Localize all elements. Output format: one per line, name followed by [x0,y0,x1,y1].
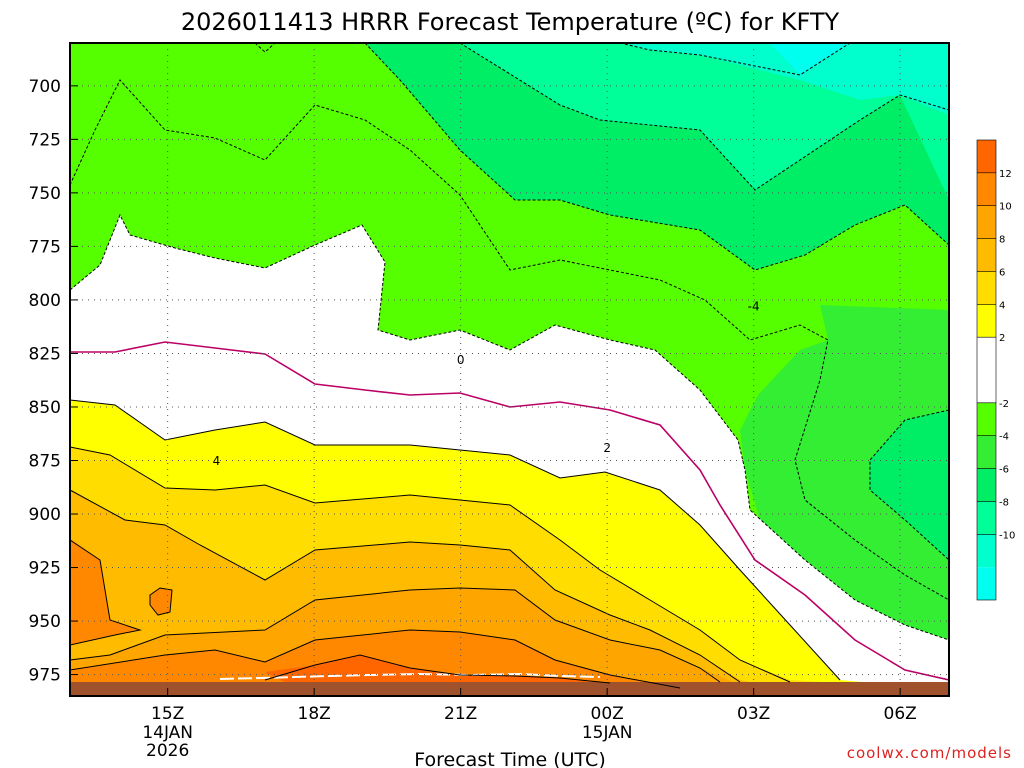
contour-minus10 [619,43,851,76]
colorbar-band [977,140,996,173]
contour-label: 4 [213,454,221,468]
contour-minus2 [70,213,949,641]
colorbar-band [977,501,996,535]
y-tick-label: 925 [29,559,61,579]
contour-plus2 [70,399,841,681]
colorbar-band [977,337,996,403]
band-minus6-minus8 [365,43,949,560]
colorbar-band [977,567,996,600]
contour-minus8 [459,43,949,191]
colorbar-tick-label: -6 [999,465,1009,476]
colorbar-tick-label: -8 [999,497,1009,508]
colorbar-tick-label: 2 [999,333,1005,344]
surface-highlight [219,672,601,680]
grid-lines [70,43,949,696]
x-tick-label: 00Z [591,704,624,724]
band-minus10-minus12 [620,43,949,115]
contour-plus4 [70,446,791,683]
band-plus10-plus12 [70,540,949,696]
contour-label: 2 [603,441,611,455]
colorbar-band [977,435,996,469]
contour-minus6 [364,43,949,271]
colorbar-band [977,205,996,239]
credit-text: coolwx.com/models [847,744,1012,762]
colorbar-tick-label: 4 [999,300,1005,311]
y-tick-label: 875 [29,451,61,471]
colorbar-band [977,468,996,502]
contour-plus10-ring [149,587,173,616]
temperature-field [70,43,949,696]
colorbar-tick-label: 8 [999,235,1005,246]
y-tick-label: 975 [29,666,61,686]
x-tick-label: 06Z [884,704,917,724]
y-tick-label: 950 [29,612,61,632]
x-tick-date: 15JAN [582,723,633,743]
colorbar: 12 10 8 6 4 2 -2 -4 -6 -8 -10 [976,139,1015,601]
contour-plus10 [70,629,681,689]
colorbar-tick-label: -10 [999,530,1015,541]
y-tick-label: 750 [29,184,61,204]
colorbar-tick-label: 6 [999,267,1005,278]
plot-frame [69,42,950,697]
contour-plus8 [70,539,142,646]
chart-title: 2026011413 HRRR Forecast Temperature (ºC… [181,8,840,36]
contour-plus12 [264,654,611,684]
x-tick-year: 2026 [146,741,189,761]
contour-plus6 [70,489,741,683]
y-tick-label: 825 [29,344,61,364]
negative-contours [70,43,949,641]
y-tick-label: 725 [29,130,61,150]
y-tick-label: 800 [29,291,61,311]
colorbar-tick-label: 10 [999,202,1012,213]
contour-minus6-closed [869,409,949,561]
y-tick-label: 775 [29,237,61,257]
y-tick-label: 850 [29,398,61,418]
colorbar-band [977,238,996,272]
contour-minus4 [70,79,949,601]
x-tick-label: 18Z [298,704,331,724]
positive-contours [70,399,841,689]
x-tick-label: 03Z [737,704,770,724]
colorbar-band [977,534,996,568]
x-tick-date: 14JAN [142,723,193,743]
contour-plus8b [70,587,721,683]
contour-zero [70,341,949,681]
colorbar-tick-label: -4 [999,432,1009,443]
colorbar-tick-label: -2 [999,399,1009,410]
y-tick-label: 700 [29,77,61,97]
colorbar-band [977,402,996,436]
contour-top-left [254,43,276,53]
x-tick-label: 21Z [444,704,477,724]
colorbar-band [977,304,996,338]
contour-label: 0 [457,353,465,367]
surface-ground [70,682,949,696]
colorbar-band [977,172,996,206]
colorbar-band [977,271,996,305]
contour-labels: 0 -4 2 4 [213,300,760,468]
y-tick-label: 900 [29,505,61,525]
x-axis-label: Forecast Time (UTC) [414,749,605,768]
colorbar-frame [976,139,997,601]
x-tick-label: 15Z [151,704,184,724]
contour-label: -4 [748,300,760,314]
colorbar-tick-label: 12 [999,169,1012,180]
y-axis: 700 725 750 775 800 825 850 875 900 925 950 975 [29,77,78,686]
band-minus12-minus14 [770,43,850,75]
